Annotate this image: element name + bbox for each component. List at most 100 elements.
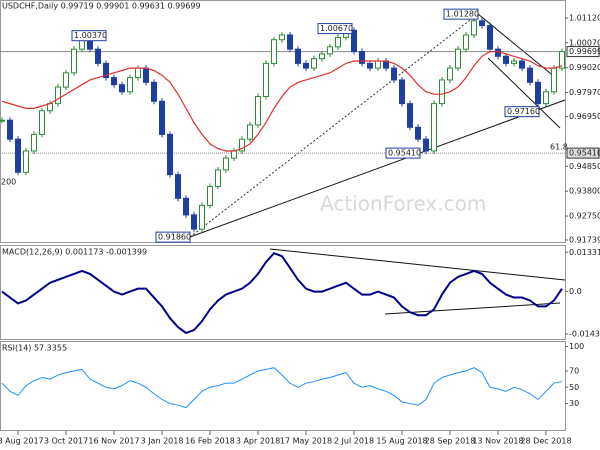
candle bbox=[215, 169, 221, 187]
y-tick-label: 1.01120 bbox=[569, 13, 600, 22]
candle bbox=[359, 51, 365, 64]
candle bbox=[447, 67, 453, 81]
y-tick-label: 0.91739 bbox=[569, 236, 600, 245]
x-tick-label: 17 May 2018 bbox=[280, 437, 332, 446]
y-tick-label: 0.96950 bbox=[569, 112, 600, 121]
candle bbox=[495, 48, 501, 57]
watermark: ActionForex.com bbox=[320, 192, 486, 216]
candle bbox=[543, 91, 549, 105]
x-tick-label: 3 Apr 2018 bbox=[236, 437, 280, 446]
candle bbox=[159, 100, 165, 135]
candle bbox=[439, 79, 445, 105]
macd-panel bbox=[0, 245, 566, 340]
level-label: 0.99699 bbox=[569, 47, 600, 56]
candle bbox=[455, 48, 461, 69]
annotation-label: 0.91860 bbox=[158, 233, 191, 242]
macd-title: MACD(12,26,9) 0.001173 -0.001399 bbox=[2, 248, 147, 257]
x-tick-label: 16 Nov 2017 bbox=[88, 437, 139, 446]
candle bbox=[71, 48, 77, 74]
x-tick-label: 15 Aug 2018 bbox=[376, 437, 427, 446]
candle bbox=[271, 39, 277, 64]
annotation-box bbox=[317, 23, 353, 35]
rsi-panel bbox=[0, 341, 566, 431]
macd-trendline-lower bbox=[384, 302, 561, 315]
candle bbox=[559, 51, 565, 69]
level-box bbox=[566, 46, 600, 58]
y-tick-label: 0.94850 bbox=[569, 162, 600, 171]
y-tick-label: -0.014323 bbox=[569, 329, 600, 338]
y-tick-label: 100 bbox=[569, 342, 584, 351]
candle bbox=[55, 86, 61, 105]
y-tick-label: 0.013319 bbox=[569, 248, 600, 257]
candle bbox=[0, 119, 5, 122]
candle bbox=[103, 62, 109, 79]
x-tick-label: 28 Sep 2018 bbox=[425, 437, 476, 446]
candle bbox=[551, 67, 557, 93]
candle bbox=[7, 119, 13, 140]
series-line bbox=[1, 367, 563, 409]
candle bbox=[431, 103, 437, 152]
candle bbox=[303, 62, 309, 69]
candle bbox=[199, 204, 205, 230]
candle bbox=[367, 62, 373, 69]
partial-label: 200 bbox=[1, 178, 16, 187]
annotation-box bbox=[71, 30, 107, 42]
x-tick-label: 13 Nov 2018 bbox=[472, 437, 523, 446]
x-tick-label: 18 Aug 2017 bbox=[0, 437, 44, 446]
dashed-trendline bbox=[189, 13, 479, 238]
y-tick-label: 0.0 bbox=[569, 287, 582, 296]
candle bbox=[239, 138, 245, 152]
candle bbox=[535, 81, 541, 105]
candle bbox=[391, 67, 397, 81]
candle bbox=[375, 60, 381, 69]
candle bbox=[463, 34, 469, 50]
y-tick-label: 70 bbox=[569, 366, 579, 375]
candle bbox=[63, 72, 69, 88]
candle bbox=[15, 138, 21, 173]
annotation-label: 0.97160 bbox=[507, 107, 540, 116]
candle bbox=[511, 60, 517, 64]
x-tick-label: 28 Dec 2018 bbox=[520, 437, 571, 446]
candle bbox=[151, 81, 157, 102]
x-tick-label: 3 Oct 2017 bbox=[44, 437, 88, 446]
series-line bbox=[1, 252, 563, 335]
candle bbox=[39, 110, 45, 135]
level-label: 0.95410 bbox=[569, 149, 600, 158]
candle bbox=[135, 67, 141, 79]
candle bbox=[327, 46, 333, 55]
annotation-label: 1.00670 bbox=[320, 24, 353, 33]
candle bbox=[119, 84, 125, 93]
candle bbox=[247, 124, 253, 140]
level-box bbox=[566, 147, 600, 159]
x-tick-label: 3 Jan 2018 bbox=[141, 437, 184, 446]
candle bbox=[503, 55, 509, 64]
candle bbox=[231, 150, 237, 159]
moving-average bbox=[1, 50, 563, 152]
annotation-label: 1.01280 bbox=[446, 10, 479, 19]
candle bbox=[183, 197, 189, 216]
annotation-label: 1.00370 bbox=[74, 31, 107, 40]
y-tick-label: 0.92750 bbox=[569, 212, 600, 221]
candle bbox=[519, 60, 525, 69]
candle bbox=[207, 185, 213, 206]
y-tick-label: 0.93800 bbox=[569, 187, 600, 196]
candle bbox=[295, 48, 301, 64]
y-tick-label: 0.99020 bbox=[569, 63, 600, 72]
annotation-box bbox=[443, 8, 479, 20]
annotation-box bbox=[155, 231, 191, 243]
candle bbox=[95, 48, 101, 64]
y-tick-label: 50 bbox=[569, 383, 579, 392]
candle bbox=[335, 36, 341, 48]
fib-label: 61.8 bbox=[550, 143, 568, 152]
candle bbox=[479, 20, 485, 27]
price-title: USDCHF,Daily 0.99719 0.99901 0.99631 0.9… bbox=[2, 2, 201, 11]
candle bbox=[423, 138, 429, 152]
candle bbox=[143, 67, 149, 83]
candle bbox=[471, 20, 477, 36]
candle bbox=[319, 53, 325, 60]
candle bbox=[415, 126, 421, 140]
candle bbox=[111, 77, 117, 86]
y-tick-label: 1.00070 bbox=[569, 38, 600, 47]
